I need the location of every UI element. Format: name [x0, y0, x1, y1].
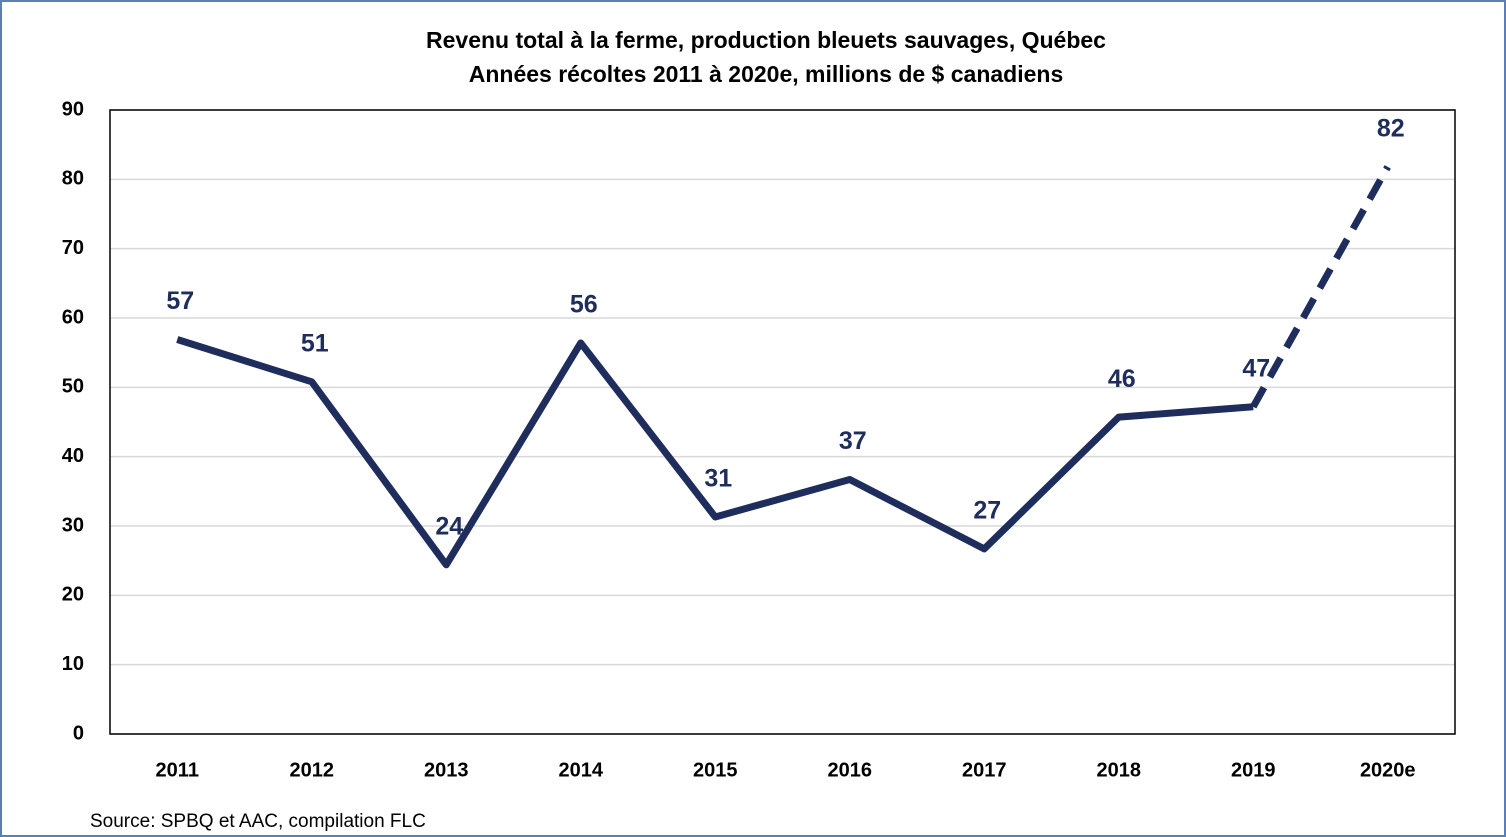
x-tick-label: 2014 [559, 759, 604, 781]
x-tick-label: 2017 [962, 759, 1007, 781]
y-tick-label: 90 [62, 98, 84, 120]
x-tick-label: 2020e [1360, 759, 1416, 781]
y-tick-label: 60 [62, 306, 84, 328]
y-tick-label: 80 [62, 168, 84, 190]
y-tick-label: 0 [73, 722, 84, 744]
data-label: 57 [166, 287, 194, 315]
line-series [176, 336, 1254, 569]
y-tick-label: 70 [62, 237, 84, 259]
y-tick-label: 30 [62, 514, 84, 536]
data-label: 46 [1108, 365, 1136, 393]
y-tick-label: 10 [62, 653, 84, 675]
source-note: Source: SPBQ et AAC, compilation FLC [90, 811, 426, 832]
data-label: 56 [570, 291, 598, 319]
x-tick-label: 2018 [1097, 759, 1142, 781]
x-tick-label: 2011 [156, 759, 199, 781]
line-series-dashed [1250, 165, 1391, 409]
x-tick-label: 2019 [1231, 759, 1276, 781]
plot-border [109, 109, 1456, 735]
chart-subtitle: Années récoltes 2011 à 2020e, millions d… [469, 61, 1064, 87]
data-label: 51 [301, 329, 329, 357]
x-tick-label: 2016 [828, 759, 873, 781]
data-label: 82 [1377, 114, 1405, 142]
data-label: 27 [973, 496, 1001, 524]
chart-title: Revenu total à la ferme, production bleu… [426, 27, 1106, 53]
y-tick-label: 50 [62, 376, 84, 398]
data-label: 31 [704, 465, 732, 493]
data-label: 47 [1242, 354, 1270, 382]
y-tick-label: 40 [62, 445, 84, 467]
data-label: 24 [435, 512, 463, 540]
x-tick-label: 2015 [693, 759, 738, 781]
x-tick-label: 2012 [290, 759, 335, 781]
x-tick-label: 2013 [424, 759, 469, 781]
data-label: 37 [839, 427, 867, 455]
y-tick-label: 20 [62, 584, 84, 606]
